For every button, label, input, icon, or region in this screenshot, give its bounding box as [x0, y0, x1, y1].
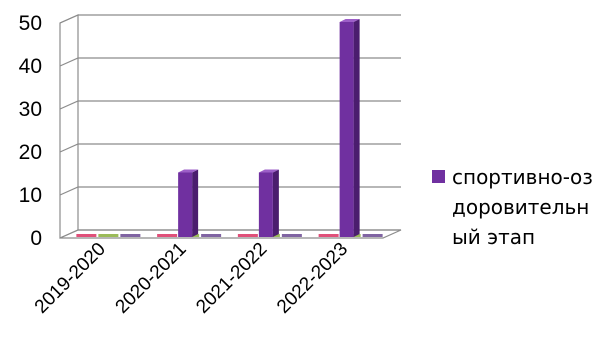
- gridline: [59, 186, 401, 196]
- zero-marker: [237, 234, 258, 237]
- bars: [178, 19, 360, 237]
- legend-label: спортивно-оздоровительный этап: [452, 165, 593, 249]
- zero-marker: [157, 234, 178, 237]
- y-tick-label: 0: [30, 227, 42, 250]
- zero-value-markers: [76, 234, 383, 237]
- zero-marker: [76, 234, 97, 237]
- gridline: [59, 100, 401, 110]
- bar-side: [272, 169, 279, 237]
- y-tick-label: 40: [19, 55, 42, 78]
- side-wall: [59, 14, 79, 239]
- y-tick-label: 10: [19, 184, 42, 207]
- zero-marker: [201, 234, 222, 237]
- gridline: [59, 57, 401, 67]
- y-axis-ticks: 0 10 20 30 40 50: [19, 12, 42, 250]
- chart-gridlines: [59, 14, 401, 231]
- zero-marker: [98, 234, 119, 237]
- zero-marker: [281, 234, 302, 237]
- gridline: [59, 14, 401, 24]
- gridline: [59, 143, 401, 153]
- bar: [258, 172, 273, 237]
- x-tick-label: 2020-2021: [112, 239, 191, 318]
- y-tick-label: 30: [19, 98, 42, 121]
- y-tick-label: 20: [19, 141, 42, 164]
- bar-top: [258, 169, 279, 173]
- zero-marker: [120, 234, 141, 237]
- legend-swatch: [432, 170, 445, 183]
- bar-top: [339, 19, 360, 22]
- zero-marker: [362, 234, 383, 237]
- zero-marker: [318, 234, 339, 237]
- bar-side: [353, 19, 360, 237]
- bar-side: [192, 169, 199, 237]
- x-axis-labels: 2019-2020 2020-2021 2021-2022 2022-2023: [31, 239, 352, 318]
- legend: спортивно-оздоровительный этап: [432, 162, 600, 252]
- bar: [339, 22, 354, 237]
- bar-top: [178, 169, 199, 173]
- bar: [178, 172, 193, 237]
- y-tick-label: 50: [19, 12, 42, 35]
- x-tick-label: 2019-2020: [31, 239, 110, 318]
- x-tick-label: 2022-2023: [273, 239, 352, 318]
- x-tick-label: 2021-2022: [192, 239, 271, 318]
